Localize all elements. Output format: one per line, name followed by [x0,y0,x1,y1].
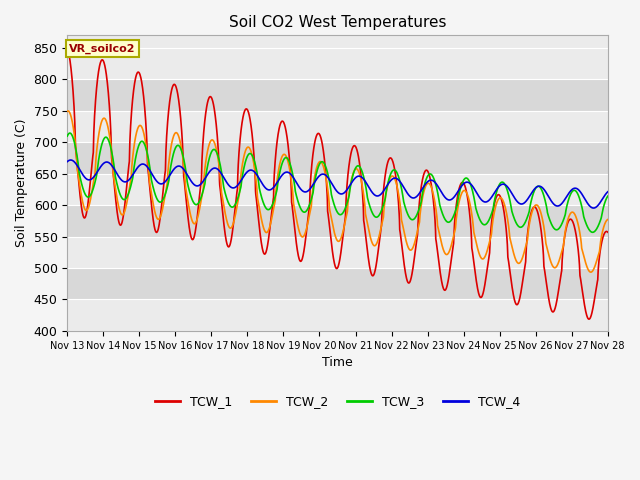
TCW_4 [63,159,71,165]
Bar [67,237,608,268]
TCW_2 [365,228,372,234]
TCW_3 [66,130,74,136]
TCW_3 [604,193,612,199]
Bar [67,79,608,111]
Text: VR_soilco2: VR_soilco2 [69,44,136,54]
TCW_2 [64,108,72,114]
TCW_3 [556,224,564,230]
Bar [67,48,608,79]
Bar [67,205,608,237]
TCW_4 [589,205,597,211]
Y-axis label: Soil Temperature (C): Soil Temperature (C) [15,119,28,247]
TCW_2 [556,254,564,260]
TCW_1 [585,316,593,322]
Title: Soil CO2 West Temperatures: Soil CO2 West Temperatures [228,15,446,30]
TCW_3 [214,154,222,160]
TCW_4 [214,167,222,173]
TCW_1 [353,147,361,153]
Bar [67,174,608,205]
Bar [67,142,608,174]
TCW_1 [556,278,564,284]
TCW_3 [495,183,502,189]
TCW_3 [63,133,71,139]
TCW_4 [67,157,75,163]
TCW_3 [365,201,372,206]
TCW_2 [214,157,222,163]
Line: TCW_3: TCW_3 [67,133,608,232]
X-axis label: Time: Time [322,356,353,369]
TCW_3 [589,229,596,235]
Bar [67,268,608,300]
TCW_2 [495,196,502,202]
TCW_2 [572,212,579,218]
TCW_4 [365,184,372,190]
TCW_2 [604,216,612,222]
TCW_4 [353,174,361,180]
Line: TCW_4: TCW_4 [67,160,608,208]
TCW_3 [572,188,579,193]
TCW_1 [365,258,372,264]
Line: TCW_2: TCW_2 [67,111,608,272]
TCW_4 [556,202,564,208]
TCW_2 [587,269,595,275]
TCW_1 [604,229,612,235]
TCW_1 [495,192,502,198]
TCW_2 [63,108,71,114]
TCW_3 [353,163,361,169]
Line: TCW_1: TCW_1 [67,48,608,319]
TCW_1 [63,46,71,51]
TCW_4 [572,185,579,191]
TCW_1 [214,143,222,148]
TCW_4 [604,189,612,195]
Legend: TCW_1, TCW_2, TCW_3, TCW_4: TCW_1, TCW_2, TCW_3, TCW_4 [150,390,525,413]
Bar [67,300,608,331]
TCW_4 [495,184,502,190]
TCW_1 [571,226,579,232]
TCW_2 [353,166,361,172]
Bar [67,111,608,142]
